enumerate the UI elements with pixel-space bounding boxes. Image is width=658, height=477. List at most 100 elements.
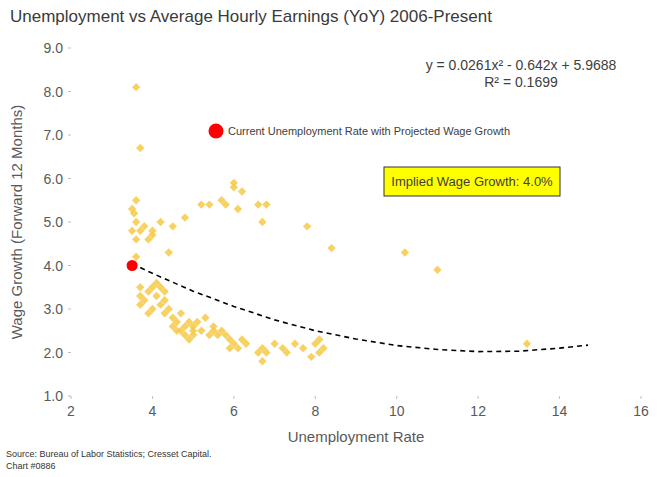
x-tick-label: 14: [552, 403, 568, 419]
scatter-point: [197, 327, 205, 335]
scatter-point: [230, 183, 238, 191]
scatter-point: [128, 227, 136, 235]
r-squared: R² = 0.1699: [484, 74, 558, 90]
x-tick: [559, 396, 560, 399]
scatter-point: [132, 235, 140, 243]
scatter-point: [303, 222, 311, 230]
scatter-point: [262, 200, 270, 208]
x-tick: [233, 396, 234, 399]
x-tick-label: 12: [470, 403, 486, 419]
scatter-point: [238, 187, 246, 195]
x-tick-label: 6: [230, 403, 238, 419]
y-tick-label: 7.0: [44, 127, 64, 143]
y-tick-label: 4.0: [44, 258, 64, 274]
x-tick-label: 16: [633, 403, 649, 419]
scatter-point: [327, 244, 335, 252]
scatter-point: [307, 353, 315, 361]
scatter-point: [270, 340, 278, 348]
current-point: [127, 260, 138, 271]
x-tick-label: 4: [149, 403, 157, 419]
y-tick: [68, 135, 71, 136]
equation: y = 0.0261x² - 0.642x + 5.9688: [426, 57, 617, 73]
scatter-point: [262, 348, 270, 356]
scatter-point: [140, 296, 148, 304]
y-tick-label: 9.0: [44, 40, 64, 56]
chart-number: Chart #0886: [6, 461, 56, 471]
source: Source: Bureau of Labor Statistics; Cres…: [6, 449, 212, 459]
x-tick: [641, 396, 642, 399]
y-axis-label: Wage Growth (Forward 12 Months): [8, 105, 25, 340]
x-axis-label: Unemployment Rate: [288, 428, 425, 445]
scatter-point: [242, 340, 250, 348]
scatter-point: [140, 222, 148, 230]
scatter-point: [401, 248, 409, 256]
scatter-point: [201, 314, 209, 322]
scatter-point: [193, 318, 201, 326]
x-tick: [315, 396, 316, 399]
scatter-point: [291, 340, 299, 348]
scatter-point: [152, 292, 160, 300]
scatter-point: [254, 200, 262, 208]
scatter-point: [148, 305, 156, 313]
scatter-point: [132, 196, 140, 204]
y-tick: [68, 265, 71, 266]
callout-box: [384, 167, 560, 196]
y-tick-label: 6.0: [44, 171, 64, 187]
scatter-point: [234, 344, 242, 352]
scatter-point: [197, 200, 205, 208]
chart-root: Unemployment vs Average Hourly Earnings …: [0, 0, 658, 477]
scatter-point: [283, 348, 291, 356]
y-tick-label: 1.0: [44, 388, 64, 404]
scatter-point: [177, 309, 185, 317]
y-tick: [68, 178, 71, 179]
y-tick: [68, 91, 71, 92]
scatter-point: [156, 218, 164, 226]
scatter-point: [189, 331, 197, 339]
scatter-point: [165, 305, 173, 313]
x-tick-label: 2: [67, 403, 75, 419]
scatter-point: [169, 222, 177, 230]
y-tick-label: 3.0: [44, 301, 64, 317]
scatter-point: [205, 200, 213, 208]
y-tick-label: 8.0: [44, 84, 64, 100]
scatter-point: [258, 218, 266, 226]
scatter-point: [173, 318, 181, 326]
scatter-point: [130, 209, 138, 217]
scatter-point: [165, 248, 173, 256]
scatter-point: [433, 266, 441, 274]
scatter-point: [160, 287, 168, 295]
scatter-point: [132, 218, 140, 226]
scatter-point: [136, 144, 144, 152]
plot-area: [127, 83, 588, 365]
y-tick-label: 5.0: [44, 214, 64, 230]
x-tick-label: 8: [311, 403, 319, 419]
scatter-point: [181, 213, 189, 221]
scatter-point: [132, 83, 140, 91]
scatter-point: [319, 344, 327, 352]
x-tick: [152, 396, 153, 399]
y-tick: [68, 222, 71, 223]
title: Unemployment vs Average Hourly Earnings …: [10, 7, 492, 26]
y-tick-label: 2.0: [44, 345, 64, 361]
scatter-point: [234, 205, 242, 213]
scatter-point: [148, 227, 156, 235]
scatter-point: [226, 344, 234, 352]
x-tick-label: 10: [389, 403, 405, 419]
callout-text: Implied Wage Growth: 4.0%: [391, 174, 553, 189]
x-tick: [478, 396, 479, 399]
scatter-point: [160, 296, 168, 304]
scatter-point: [222, 200, 230, 208]
scatter-point: [258, 357, 266, 365]
legend-label: Current Unemployment Rate with Projected…: [228, 125, 510, 137]
y-tick: [68, 48, 71, 49]
scatter-point: [523, 340, 531, 348]
scatter-point: [209, 322, 217, 330]
x-tick: [71, 396, 72, 399]
scatter-point: [136, 283, 144, 291]
y-tick: [68, 352, 71, 353]
x-tick: [396, 396, 397, 399]
y-tick: [68, 309, 71, 310]
legend-marker: [209, 124, 224, 139]
scatter-point: [173, 327, 181, 335]
scatter-point: [132, 253, 140, 261]
